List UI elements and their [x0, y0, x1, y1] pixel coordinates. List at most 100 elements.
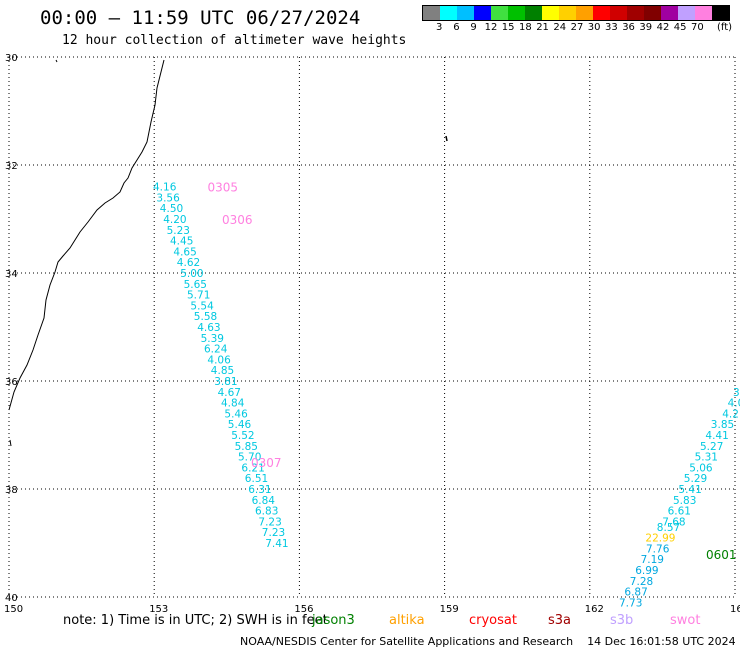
legend-swatch: [695, 6, 712, 20]
wave-height-value: 7.76: [646, 543, 670, 555]
legend-swatch: [423, 6, 440, 20]
satellite-name: s3a: [548, 613, 572, 628]
satellite-name: swot: [670, 613, 701, 628]
legend-swatch: [559, 6, 576, 20]
wave-height-value: 6.21: [241, 462, 264, 474]
wave-height-value: 5.65: [184, 279, 207, 291]
wave-height-value: 7.41: [265, 538, 288, 550]
legend-swatch: [678, 6, 695, 20]
wave-height-value: 5.46: [228, 419, 252, 431]
legend-level-label: 6: [453, 22, 460, 33]
island-mark: [55, 59, 58, 63]
legend-unit: (ft): [717, 22, 733, 33]
wave-height-value: 3.81: [214, 376, 237, 388]
lon-label: 150: [4, 604, 23, 615]
lat-label: 36: [5, 377, 18, 388]
wave-height-value: 3.85: [711, 419, 734, 431]
coastline: [8, 59, 165, 411]
legend-swatch: [627, 6, 644, 20]
legend-swatch: [576, 6, 593, 20]
wave-height-value: 4.63: [197, 322, 220, 334]
pass-id-label: 0307: [251, 456, 282, 470]
wave-height-value: 5.46: [224, 408, 248, 420]
wave-height-value: 6.51: [245, 473, 268, 485]
wave-height-value: 22.99: [645, 533, 675, 545]
legend-swatch: [712, 6, 729, 20]
wave-height-value: 6.24: [204, 344, 228, 356]
chart-title: 00:00 – 11:59 UTC 06/27/2024: [40, 7, 361, 29]
legend-level-label: 3: [436, 22, 443, 33]
wave-height-value: 5.29: [684, 473, 707, 485]
wave-height-value: 5.58: [194, 311, 217, 323]
wave-height-value: 7.28: [630, 576, 653, 588]
legend-swatch: [491, 6, 508, 20]
lon-label: 156: [294, 604, 313, 615]
legend-swatch: [593, 6, 610, 20]
wave-height-value: 4.16: [153, 182, 177, 194]
lat-label: 34: [5, 269, 18, 280]
wave-height-value: 5.06: [689, 462, 713, 474]
island-mark: [445, 135, 448, 142]
lat-label: 38: [5, 485, 18, 496]
wave-height-value: 4.2: [722, 408, 739, 420]
legend-level-label: 15: [501, 22, 515, 33]
wave-height-value: 4.84: [221, 398, 245, 410]
legend-level-label: 24: [553, 22, 567, 33]
wave-height-value: 5.85: [235, 441, 258, 453]
legend-level-label: 42: [656, 22, 670, 33]
lon-label: 165: [730, 604, 740, 615]
lat-label: 30: [5, 53, 18, 64]
wave-height-value: 4.50: [160, 203, 183, 215]
lon-label: 159: [440, 604, 459, 615]
wave-height-value: 6.87: [624, 587, 647, 599]
pass-id-label: 0305: [207, 181, 238, 195]
legend-level-label: 30: [587, 22, 601, 33]
wave-height-value: 7.23: [258, 516, 281, 528]
legend-level-label: 12: [484, 22, 498, 33]
satellite-name: altika: [389, 613, 425, 628]
legend-level-label: 45: [673, 22, 687, 33]
legend-swatch: [474, 6, 491, 20]
wave-height-value: 6.83: [255, 506, 278, 518]
lat-label: 40: [5, 593, 18, 604]
wave-height-value: 7.73: [619, 597, 642, 609]
chart-subtitle: 12 hour collection of altimeter wave hei…: [62, 33, 407, 48]
wave-height-value: 6.61: [668, 506, 691, 518]
satellite-name: cryosat: [469, 613, 517, 628]
wave-height-value: 4.45: [170, 236, 193, 248]
legend-level-label: 70: [691, 22, 704, 33]
wave-height-value: 5.23: [167, 225, 190, 237]
wave-height-value: 4.67: [218, 387, 241, 399]
wave-height-value: 5.31: [695, 452, 718, 464]
legend-swatch: [661, 6, 678, 20]
wave-height-value: 5.41: [678, 484, 701, 496]
wave-height-value: 4.62: [177, 257, 200, 269]
wave-height-value: 5.27: [700, 441, 723, 453]
lon-label: 162: [585, 604, 604, 615]
pass-id-label: 0601: [706, 548, 737, 562]
island-mark: [9, 439, 12, 447]
wave-height-value: 5.83: [673, 495, 696, 507]
legend-level-label: 33: [605, 22, 618, 33]
legend-swatch: [610, 6, 627, 20]
wave-height-value: 5.54: [190, 300, 214, 312]
credit-line: NOAA/NESDIS Center for Satellite Applica…: [240, 635, 736, 648]
wave-height-value: 5.71: [187, 290, 210, 302]
legend-level-label: 9: [470, 22, 477, 33]
legend-level-label: 27: [570, 22, 584, 33]
wave-height-value: 8.57: [657, 522, 680, 534]
pass-id-label: 0306: [222, 213, 253, 227]
footnote: note: 1) Time is in UTC; 2) SWH is in fe…: [63, 613, 328, 628]
wave-height-value: 6.31: [248, 484, 271, 496]
wave-height-value: 7.19: [641, 554, 664, 566]
legend-level-label: 36: [622, 22, 635, 33]
wave-height-value: 6.99: [635, 565, 658, 577]
wave-height-value: 3.: [733, 387, 740, 399]
legend-swatch: [457, 6, 474, 20]
wave-height-value: 4.41: [705, 430, 728, 442]
wave-height-value: 5.00: [180, 268, 203, 280]
legend-level-label: 21: [536, 22, 549, 33]
wave-height-value: 7.23: [262, 527, 285, 539]
satellite-name: s3b: [610, 613, 634, 628]
wave-height-value: 7.68: [662, 516, 685, 528]
